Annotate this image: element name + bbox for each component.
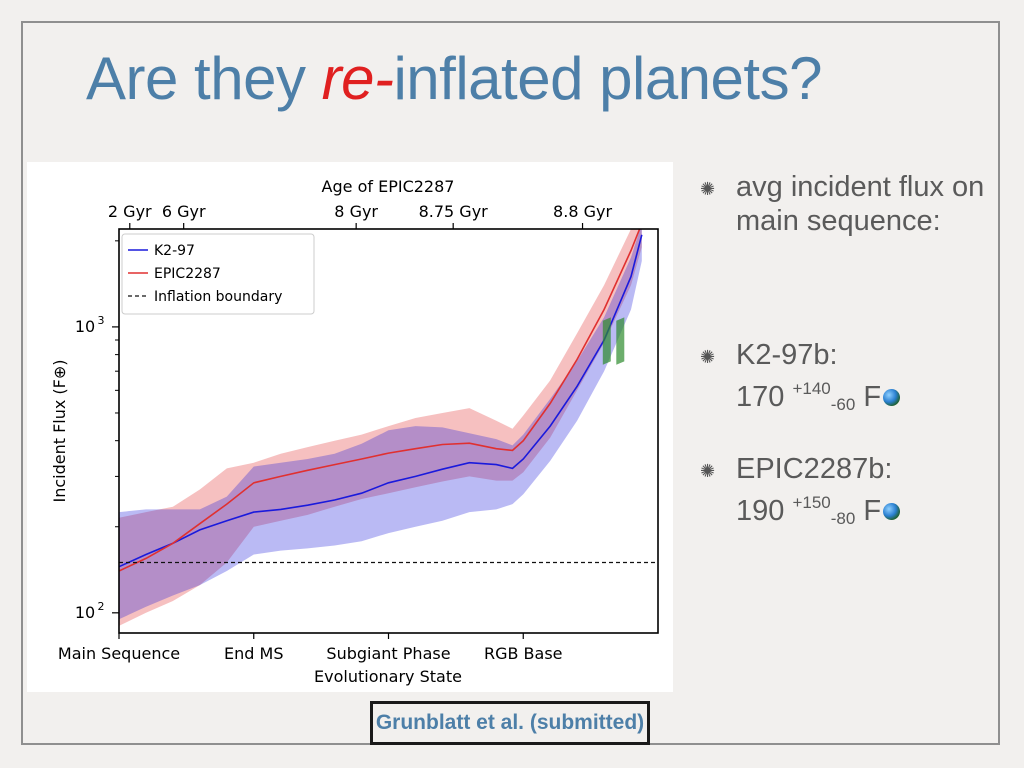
legend: K2-97 EPIC2287 Inflation boundary	[121, 233, 315, 315]
bullet-epic2287b: ✺ EPIC2287b: 190 +150-80 F	[700, 452, 901, 536]
y-tick-label: 10	[75, 603, 95, 622]
bullet-avg-flux: ✺ avg incident flux on main sequence:	[700, 170, 1000, 238]
top-tick-label: 8 Gyr	[334, 202, 378, 221]
chart-panel: Main Sequence End MS Subgiant Phase RGB Bas…	[27, 162, 673, 692]
top-tick-label: 6 Gyr	[162, 202, 206, 221]
flux-upper-error: +140	[792, 379, 831, 398]
top-tick-label: 8.8 Gyr	[553, 202, 612, 221]
flux-lower-error: -80	[830, 509, 856, 528]
planet-name: K2-97b:	[736, 339, 838, 371]
y-axis-label: Incident Flux (F⊕)	[50, 359, 69, 502]
flux-value: 190	[736, 495, 785, 527]
x-axis-label: Evolutionary State	[314, 667, 462, 686]
x-tick-label: Main Sequence	[58, 644, 180, 663]
slide-title: Are they re-inflated planets?	[86, 44, 822, 113]
highlight-region-2	[616, 317, 625, 365]
flux-upper-error: +150	[792, 493, 831, 512]
x-tick-label: RGB Base	[484, 644, 563, 663]
flux-chart: Main Sequence End MS Subgiant Phase RGB Bas…	[50, 177, 659, 686]
legend-label-epic2287: EPIC2287	[154, 266, 221, 282]
top-tick-label: 2 Gyr	[108, 202, 152, 221]
uncertainty-band-epic2287	[119, 229, 642, 626]
earth-icon	[883, 503, 901, 520]
y-tick-label: 10	[75, 317, 95, 336]
planet-name: EPIC2287b:	[736, 453, 893, 485]
highlight-region-1	[602, 317, 611, 365]
flux-lower-error: -60	[830, 395, 856, 414]
y-tick-exponent: 2	[98, 600, 105, 613]
bullet-k2-97b: ✺ K2-97b: 170 +140-60 F	[700, 338, 901, 422]
asterisk-bullet-icon: ✺	[700, 461, 716, 481]
series-line-k2-97	[119, 234, 643, 568]
legend-label-k2-97: K2-97	[154, 243, 195, 259]
asterisk-bullet-icon: ✺	[700, 179, 716, 199]
uncertainty-band-k2-97	[119, 229, 642, 620]
title-part-1: Are they	[86, 45, 322, 112]
flux-unit: F	[863, 381, 882, 413]
top-tick-label: 8.75 Gyr	[419, 202, 489, 221]
legend-box	[121, 233, 315, 315]
top-axis-label: Age of EPIC2287	[322, 177, 455, 196]
title-part-2: inflated planets?	[393, 45, 822, 112]
x-tick-label: Subgiant Phase	[326, 644, 450, 663]
flux-value: 170	[736, 381, 785, 413]
y-tick-exponent: 3	[98, 314, 105, 327]
x-tick-label: End MS	[224, 644, 283, 663]
title-emphasis: re-	[321, 45, 394, 112]
earth-icon	[883, 389, 901, 406]
legend-label-inflation: Inflation boundary	[154, 289, 282, 305]
series-line-epic2287	[119, 229, 641, 572]
citation-box: Grunblatt et al. (submitted)	[370, 701, 650, 745]
asterisk-bullet-icon: ✺	[700, 347, 716, 367]
flux-unit: F	[863, 495, 882, 527]
bullet-text: avg incident flux on main sequence:	[736, 171, 985, 237]
